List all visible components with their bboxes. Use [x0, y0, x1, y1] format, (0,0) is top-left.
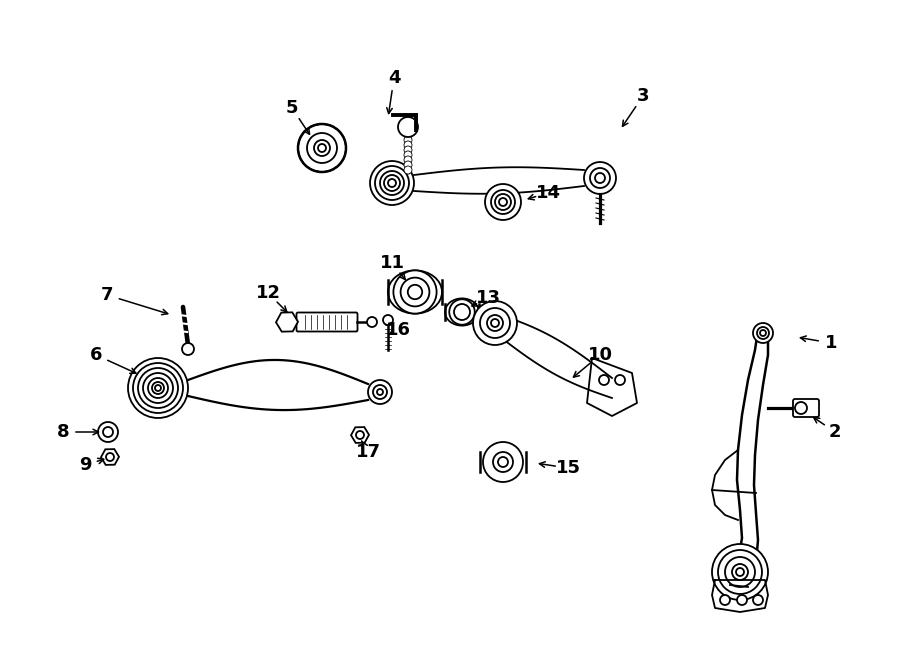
Text: 1: 1: [824, 334, 837, 352]
Text: 6: 6: [90, 346, 103, 364]
Circle shape: [128, 358, 188, 418]
FancyBboxPatch shape: [793, 399, 819, 417]
Circle shape: [485, 184, 521, 220]
Circle shape: [400, 278, 429, 307]
Circle shape: [615, 375, 625, 385]
Circle shape: [368, 380, 392, 404]
Circle shape: [148, 378, 168, 398]
Circle shape: [143, 373, 173, 403]
Text: 15: 15: [555, 459, 580, 477]
Ellipse shape: [445, 298, 479, 326]
Circle shape: [720, 595, 730, 605]
Circle shape: [732, 564, 748, 580]
Circle shape: [454, 304, 470, 320]
FancyBboxPatch shape: [296, 313, 357, 332]
Circle shape: [495, 194, 511, 210]
Circle shape: [404, 166, 412, 174]
Circle shape: [491, 319, 499, 327]
Circle shape: [307, 133, 337, 163]
Circle shape: [408, 285, 422, 299]
Circle shape: [298, 124, 346, 172]
Circle shape: [404, 161, 412, 169]
Text: 3: 3: [637, 87, 649, 105]
Circle shape: [498, 457, 508, 467]
Circle shape: [491, 190, 515, 214]
Text: 2: 2: [829, 423, 842, 441]
Circle shape: [384, 175, 400, 191]
Circle shape: [590, 168, 610, 188]
Circle shape: [98, 422, 118, 442]
Text: 12: 12: [256, 284, 281, 302]
Circle shape: [404, 151, 412, 159]
Circle shape: [133, 363, 183, 413]
Circle shape: [138, 368, 178, 408]
Circle shape: [356, 431, 364, 439]
Circle shape: [383, 315, 393, 325]
Circle shape: [712, 544, 768, 600]
Text: 11: 11: [380, 254, 404, 272]
Circle shape: [388, 179, 396, 187]
Circle shape: [599, 375, 609, 385]
Circle shape: [499, 198, 507, 206]
Circle shape: [480, 308, 510, 338]
Circle shape: [584, 162, 616, 194]
Circle shape: [483, 442, 523, 482]
Circle shape: [753, 323, 773, 343]
Text: 4: 4: [388, 69, 400, 87]
Circle shape: [753, 595, 763, 605]
Circle shape: [370, 161, 414, 205]
Circle shape: [760, 330, 766, 336]
Ellipse shape: [388, 270, 442, 313]
Circle shape: [595, 173, 605, 183]
Circle shape: [795, 402, 807, 414]
Circle shape: [380, 171, 404, 195]
Circle shape: [718, 550, 762, 594]
Circle shape: [155, 385, 161, 391]
Circle shape: [377, 389, 383, 395]
Text: 17: 17: [356, 443, 381, 461]
Circle shape: [404, 146, 412, 154]
Circle shape: [152, 382, 164, 394]
Text: 14: 14: [536, 184, 561, 202]
Text: 13: 13: [475, 289, 500, 307]
Circle shape: [404, 156, 412, 164]
Circle shape: [493, 452, 513, 472]
Circle shape: [487, 315, 503, 331]
Circle shape: [182, 343, 194, 355]
Text: 16: 16: [385, 321, 410, 339]
Circle shape: [473, 301, 517, 345]
Text: 9: 9: [79, 456, 91, 474]
Circle shape: [737, 595, 747, 605]
Circle shape: [106, 453, 114, 461]
Circle shape: [367, 317, 377, 327]
Circle shape: [318, 144, 326, 152]
Circle shape: [404, 136, 412, 144]
Circle shape: [375, 166, 409, 200]
Text: 8: 8: [57, 423, 69, 441]
Circle shape: [757, 327, 769, 339]
Circle shape: [404, 141, 412, 149]
Text: 7: 7: [101, 286, 113, 304]
Text: 10: 10: [588, 346, 613, 364]
Circle shape: [404, 131, 412, 139]
Circle shape: [314, 140, 330, 156]
Text: 5: 5: [286, 99, 298, 117]
Circle shape: [449, 299, 475, 325]
Circle shape: [398, 117, 418, 137]
Circle shape: [103, 427, 113, 437]
Circle shape: [373, 385, 387, 399]
Circle shape: [736, 568, 744, 576]
Circle shape: [725, 557, 755, 587]
Circle shape: [393, 270, 436, 313]
